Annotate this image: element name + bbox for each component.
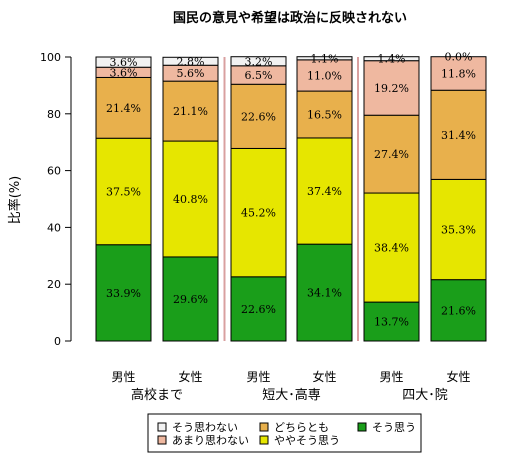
data-label: 5.6% — [177, 67, 205, 80]
data-label: 1.1% — [311, 52, 339, 65]
data-label: 21.6% — [441, 304, 476, 317]
legend-label: そう思わない — [172, 421, 238, 434]
data-label: 21.4% — [106, 102, 141, 115]
data-label: 22.6% — [241, 303, 276, 316]
bar-segment — [296, 56, 353, 61]
bar-segment — [430, 56, 487, 91]
category-label: 女性 — [312, 369, 336, 384]
y-tick-label: 0 — [54, 335, 61, 348]
bar-segment — [363, 56, 420, 62]
bar-segment — [162, 80, 219, 142]
data-label: 37.5% — [106, 185, 141, 198]
legend-label: そう思う — [372, 421, 416, 434]
y-axis-label: 比率(%) — [7, 176, 23, 225]
data-label: 35.3% — [441, 224, 476, 237]
legend-swatch — [259, 422, 269, 432]
data-label: 2.8% — [177, 55, 205, 68]
category-label: 男性 — [379, 370, 403, 384]
data-label: 3.2% — [245, 55, 273, 68]
category-label: 女性 — [178, 369, 202, 384]
bar-segment — [162, 56, 219, 66]
bar-segment — [230, 56, 287, 67]
bar-segment — [230, 83, 287, 149]
data-label: 11.0% — [307, 69, 342, 82]
y-tick-label: 60 — [47, 165, 61, 178]
bar-segment — [296, 137, 353, 245]
data-label: 13.7% — [374, 316, 409, 329]
bars: 33.9% 37.5% 21.4% 3.6%3.6% 29.6% 40.8% 21.1% 5.… — [95, 51, 487, 342]
legend-label: どちらとも — [274, 421, 329, 434]
data-label: 37.4% — [307, 185, 342, 198]
chart-title: 国民の意見や希望は政治に反映されない — [173, 10, 407, 26]
data-label: 19.2% — [374, 82, 409, 95]
data-label: 34.1% — [307, 287, 342, 300]
data-label: 21.1% — [173, 105, 208, 118]
legend-swatch — [157, 435, 167, 445]
bar-segment — [363, 60, 420, 116]
bar-segment — [95, 137, 152, 246]
bar-segment — [230, 147, 287, 278]
category-label: 女性 — [446, 369, 470, 384]
data-label: 45.2% — [241, 207, 276, 220]
legend-box — [147, 413, 422, 453]
group-label: 高校まで — [131, 387, 183, 403]
legend-swatch — [357, 422, 367, 432]
data-label: 27.4% — [374, 148, 409, 161]
y-tick-label: 40 — [47, 221, 61, 234]
bar-segment — [296, 90, 353, 139]
data-label: 22.6% — [241, 110, 276, 123]
bar-segment — [363, 301, 420, 342]
data-label: 33.9% — [106, 287, 141, 300]
y-tick-label: 20 — [47, 278, 61, 291]
bar-segment — [95, 76, 152, 139]
bar-segment — [162, 140, 219, 258]
y-tick-label: 100 — [40, 51, 61, 64]
bar-segment — [95, 244, 152, 342]
legend-swatch — [157, 422, 167, 432]
bar-segment — [430, 178, 487, 281]
data-label: 3.6% — [110, 66, 138, 79]
legend-label: ややそう思う — [274, 434, 340, 447]
data-label: 3.6% — [110, 56, 138, 69]
data-label: 40.8% — [173, 193, 208, 206]
bar-segment — [296, 59, 353, 92]
bar-segment — [95, 56, 152, 68]
legend-swatch — [259, 435, 269, 445]
data-label: 11.8% — [441, 67, 476, 80]
category-label: 男性 — [246, 370, 270, 384]
bar-segment — [230, 276, 287, 342]
data-label: 31.4% — [441, 129, 476, 142]
data-label: 1.4% — [378, 53, 406, 66]
data-label: 38.4% — [374, 242, 409, 255]
y-tick-label: 80 — [47, 108, 61, 121]
group-separators — [223, 57, 359, 341]
data-label: 0.0% — [445, 51, 473, 64]
data-label: 29.6% — [173, 293, 208, 306]
data-label: 16.5% — [307, 109, 342, 122]
y-axis: 0 20 40 60 80 100 — [40, 51, 72, 348]
group-label: 四大･院 — [402, 388, 448, 403]
legend-label: あまり思わない — [172, 434, 249, 447]
category-label: 男性 — [111, 370, 135, 384]
data-label: 6.5% — [245, 69, 273, 82]
group-label: 短大･高専 — [262, 387, 321, 403]
